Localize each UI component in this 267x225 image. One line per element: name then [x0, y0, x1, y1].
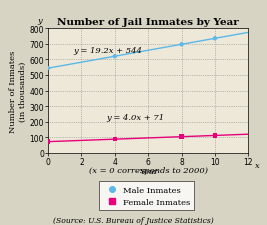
Text: x: x	[255, 162, 260, 169]
Point	[46, 67, 50, 71]
Text: (x = 0 corresponds to 2000): (x = 0 corresponds to 2000)	[89, 166, 208, 174]
Point	[179, 135, 184, 139]
Point	[213, 134, 217, 138]
Legend: Male Inmates, Female Inmates: Male Inmates, Female Inmates	[100, 182, 194, 210]
Point	[113, 138, 117, 141]
Point	[113, 55, 117, 59]
Point	[213, 37, 217, 41]
Text: y: y	[37, 17, 42, 25]
Text: (Source: U.S. Bureau of Justice Statistics): (Source: U.S. Bureau of Justice Statisti…	[53, 216, 214, 224]
Y-axis label: Number of Inmates
(in thousands): Number of Inmates (in thousands)	[9, 50, 26, 132]
Text: y = 4.0x + 71: y = 4.0x + 71	[107, 114, 164, 122]
Title: Number of Jail Inmates by Year: Number of Jail Inmates by Year	[57, 18, 239, 27]
Point	[46, 140, 50, 144]
Point	[179, 43, 184, 47]
X-axis label: Year: Year	[139, 167, 158, 176]
Text: y = 19.2x + 544: y = 19.2x + 544	[73, 47, 142, 54]
